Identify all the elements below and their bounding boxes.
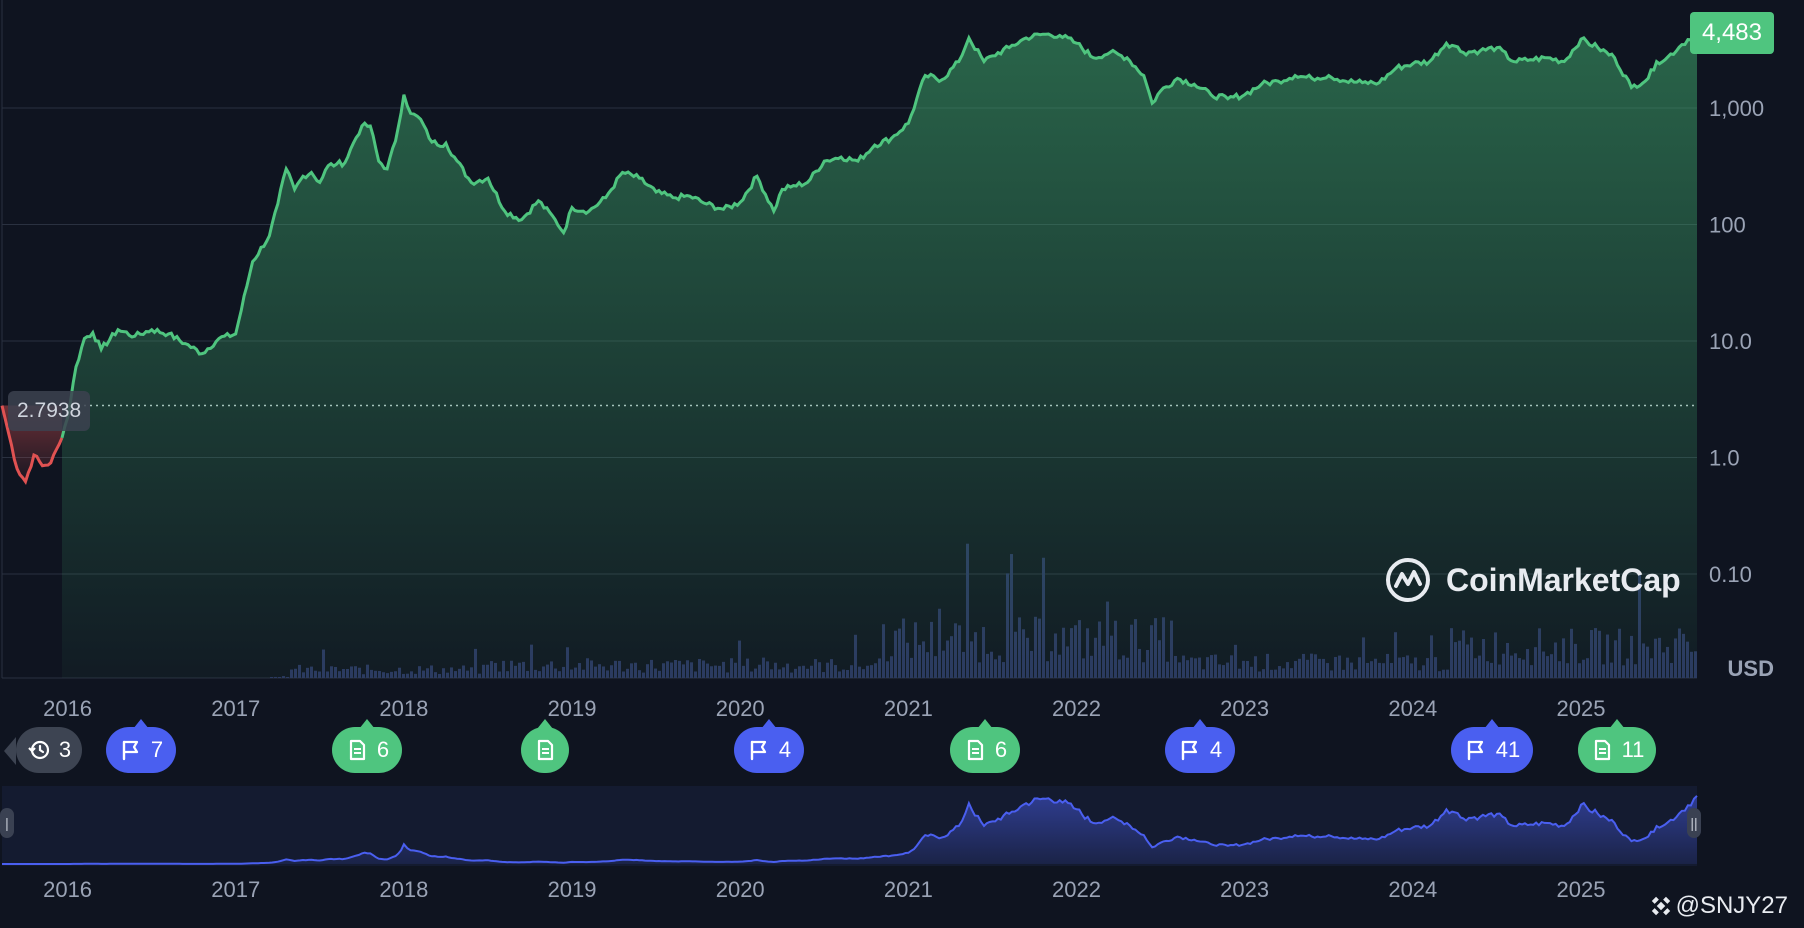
navigator-x-tick-label: 2022 — [1052, 877, 1101, 902]
currency-label: USD — [1727, 656, 1774, 681]
news-badge[interactable]: 11 — [1578, 719, 1656, 773]
news-badge[interactable] — [521, 719, 569, 773]
y-tick-label: 1,000 — [1709, 96, 1764, 121]
x-tick-label: 2023 — [1220, 696, 1269, 721]
badge-count: 6 — [994, 737, 1008, 762]
navigator[interactable] — [2, 786, 1698, 866]
x-tick-label: 2022 — [1052, 696, 1101, 721]
navigator-right-handle[interactable]: || — [1687, 808, 1701, 838]
navigator-x-tick-label: 2024 — [1388, 877, 1437, 902]
flag-icon — [1178, 738, 1202, 762]
current-price-label: 4,483 — [1689, 12, 1774, 54]
badge-count: 4 — [778, 737, 792, 762]
document-icon — [963, 738, 987, 762]
binance-icon — [1651, 896, 1670, 916]
navigator-x-tick-label: 2020 — [716, 877, 765, 902]
watermark-text: @SNJY27 — [1675, 892, 1788, 919]
navigator-x-tick-label: 2019 — [548, 877, 597, 902]
history-pointer — [4, 737, 16, 765]
logo-text: CoinMarketCap — [1446, 561, 1681, 598]
badge-count: 7 — [150, 737, 164, 762]
badge-count: 41 — [1495, 737, 1521, 762]
y-tick-label: 100 — [1709, 213, 1746, 238]
document-icon — [1590, 738, 1614, 762]
flag-icon — [1464, 738, 1488, 762]
event-badge[interactable]: 41 — [1451, 719, 1533, 773]
news-badge[interactable]: 6 — [332, 719, 402, 773]
navigator-left-handle[interactable]: | — [0, 808, 14, 838]
x-tick-label: 2017 — [211, 696, 260, 721]
x-tick-label: 2024 — [1388, 696, 1437, 721]
navigator-x-tick-label: 2021 — [884, 877, 933, 902]
price-series — [0, 30, 1698, 679]
document-icon — [533, 738, 557, 762]
badge-count: 4 — [1209, 737, 1223, 762]
x-tick-label: 2018 — [379, 696, 428, 721]
navigator-area — [2, 795, 1697, 864]
news-badge[interactable]: 6 — [950, 719, 1020, 773]
navigator-x-tick-label: 2025 — [1556, 877, 1605, 902]
navigator-x-tick-label: 2017 — [211, 877, 260, 902]
x-tick-label: 2019 — [548, 696, 597, 721]
history-clock-icon — [27, 738, 51, 762]
badge-count: 6 — [376, 737, 390, 762]
y-tick-label: 10.0 — [1709, 329, 1752, 354]
x-tick-label: 2025 — [1556, 696, 1605, 721]
event-badge[interactable]: 4 — [734, 719, 804, 773]
badge-count: 11 — [1621, 737, 1645, 762]
price-area-up — [61, 32, 1697, 679]
start-price-label: 2.7938 — [8, 391, 91, 431]
event-badge[interactable]: 4 — [1165, 719, 1235, 773]
event-badge[interactable]: 7 — [106, 719, 176, 773]
flag-icon — [119, 738, 143, 762]
coinmarketcap-logo-icon — [1386, 558, 1430, 602]
document-icon — [345, 738, 369, 762]
navigator-x-tick-label: 2016 — [43, 877, 92, 902]
axes: 0.10 1.0 10.0 100 1,000 2016 2016 2017 2017 2018 2… — [43, 96, 1764, 902]
navigator-x-tick-label: 2023 — [1220, 877, 1269, 902]
flag-icon — [747, 738, 771, 762]
navigator-line — [2, 795, 1698, 865]
watermark: @SNJY27 — [1650, 892, 1788, 920]
history-badge[interactable]: 3 — [16, 727, 82, 773]
x-tick-label: 2020 — [716, 696, 765, 721]
price-line-down — [0, 405, 64, 486]
y-tick-label: 0.10 — [1709, 562, 1752, 587]
y-tick-label: 1.0 — [1709, 446, 1740, 471]
coinmarketcap-logo: CoinMarketCap — [1384, 556, 1681, 604]
badge-count: 3 — [58, 737, 72, 762]
price-line-up — [60, 30, 1698, 439]
x-tick-label: 2021 — [884, 696, 933, 721]
navigator-x-tick-label: 2018 — [379, 877, 428, 902]
x-tick-label: 2016 — [43, 696, 92, 721]
